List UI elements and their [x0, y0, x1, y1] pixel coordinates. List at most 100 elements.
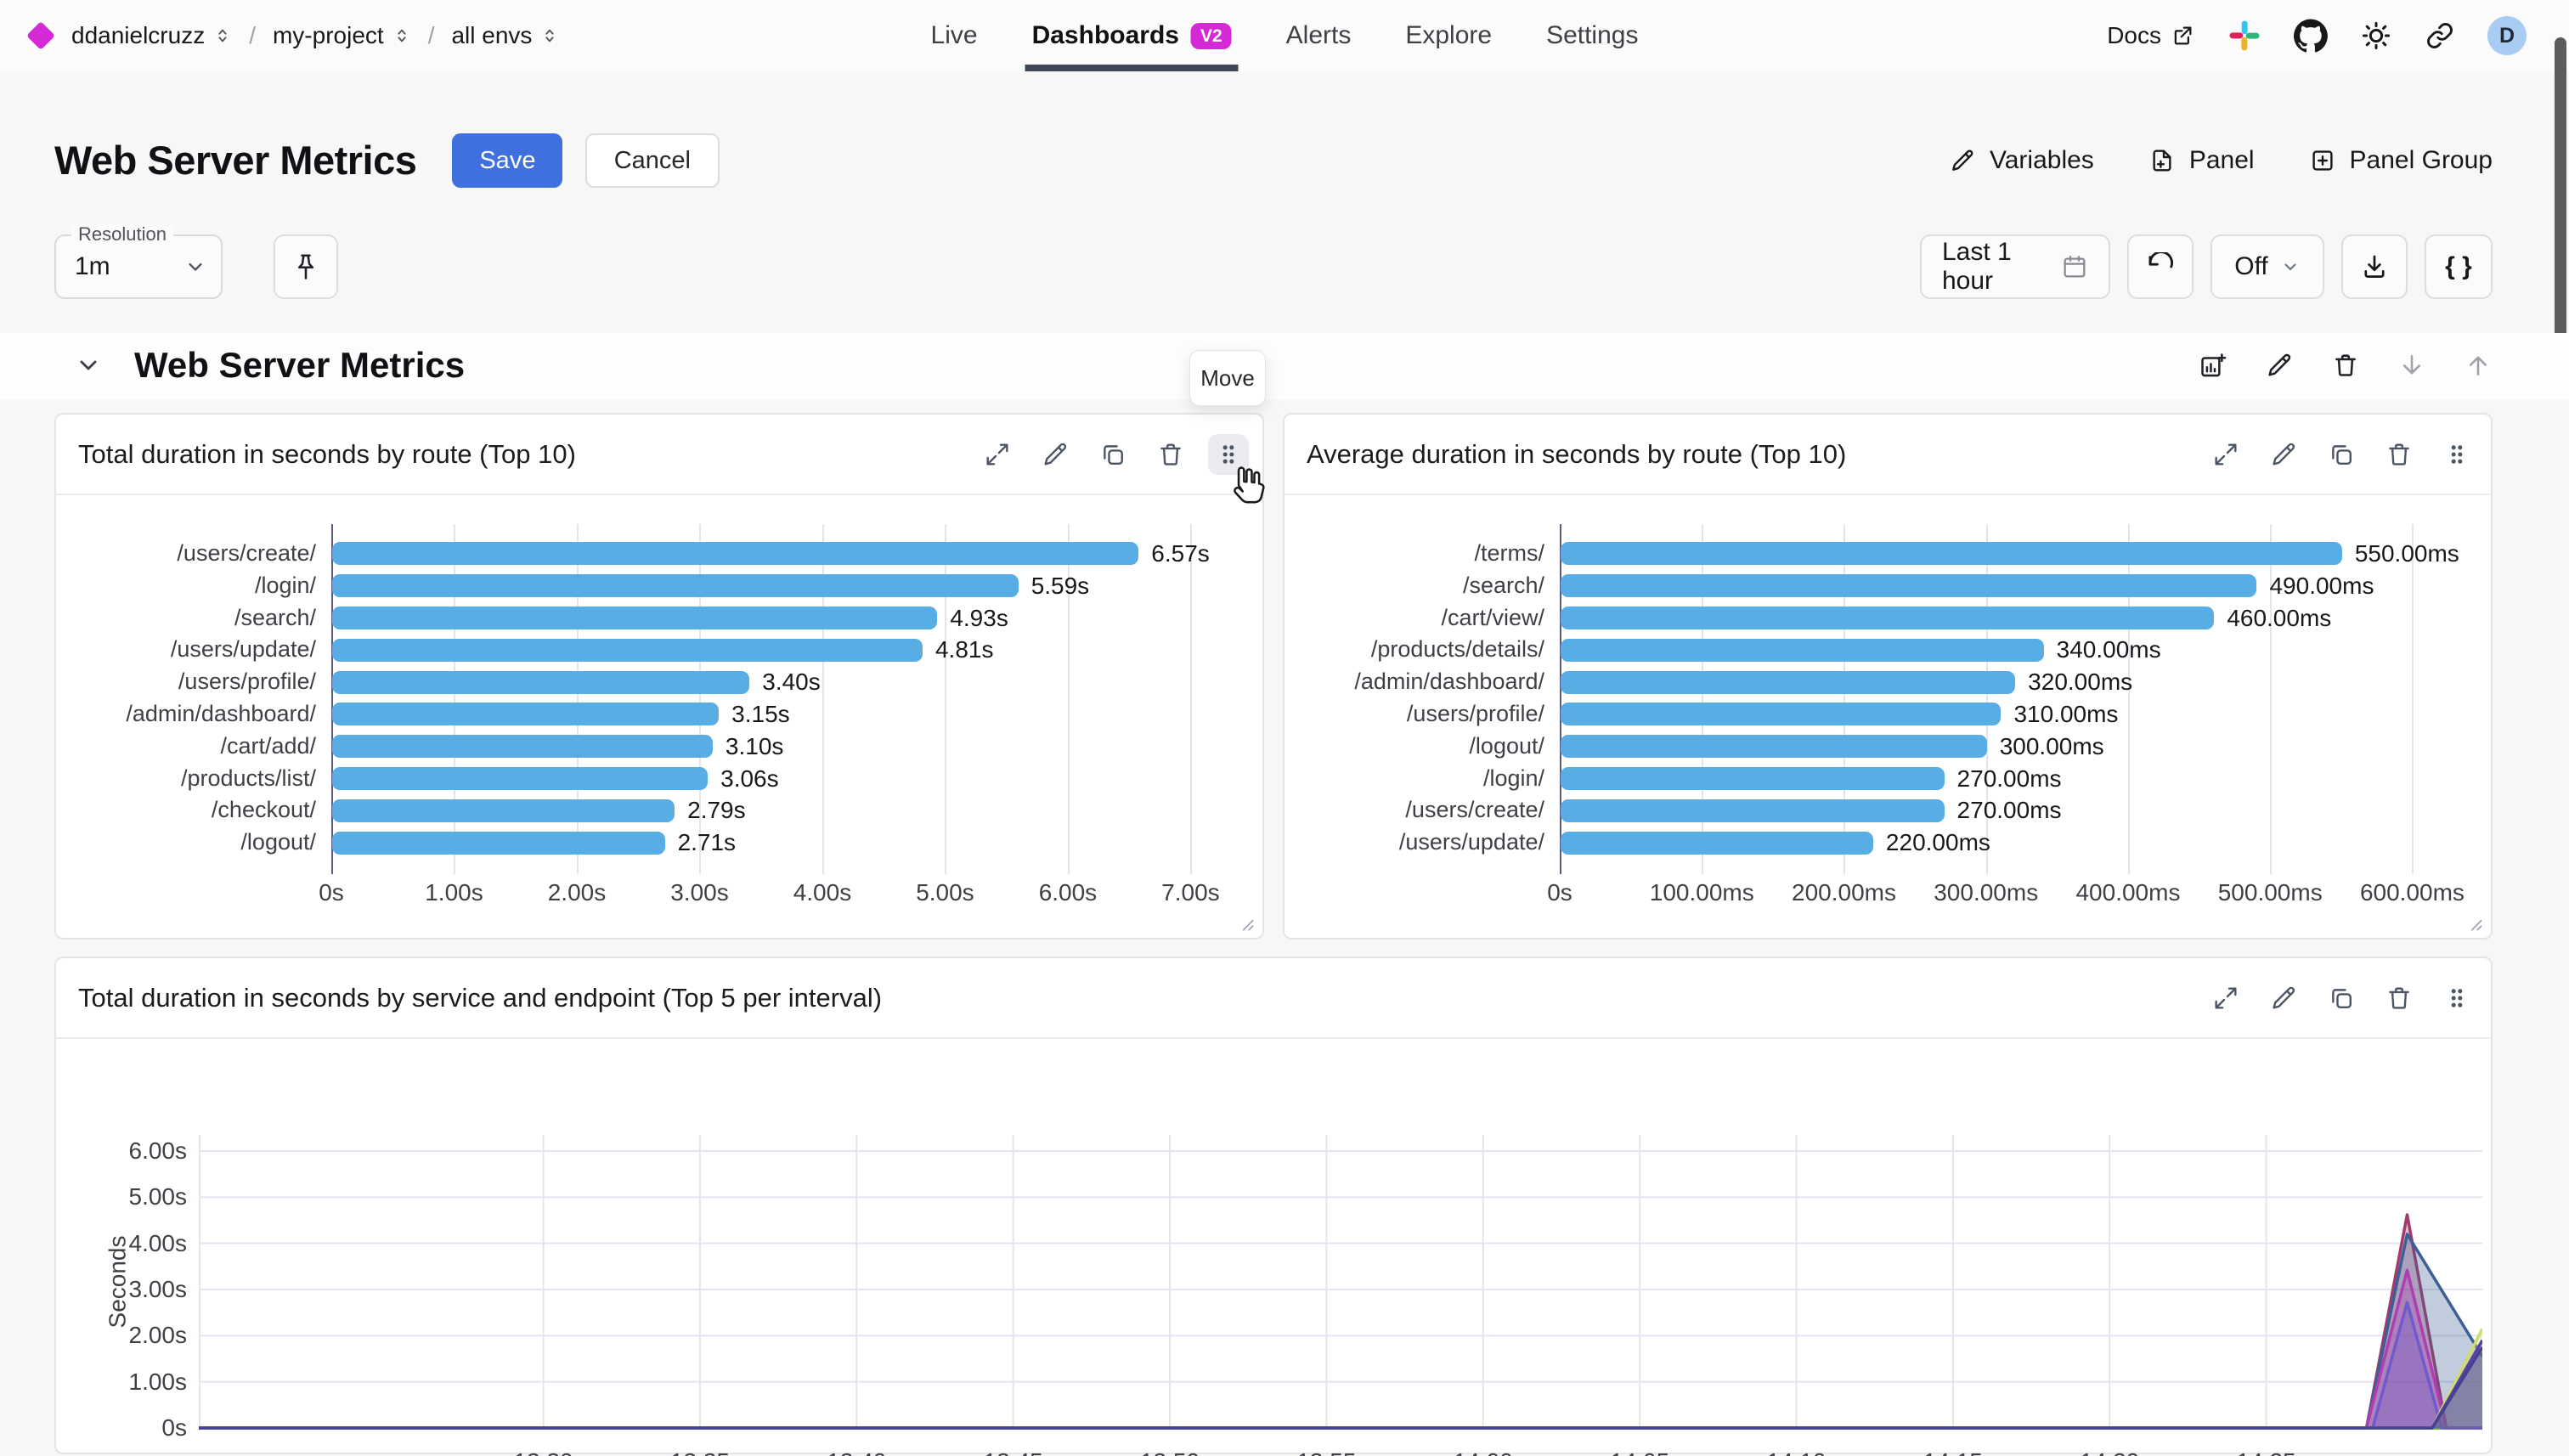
- gridline: [1067, 524, 1070, 874]
- nav-tab-explore[interactable]: Explore: [1403, 0, 1493, 71]
- page-header: Web Server Metrics Save Cancel Variables…: [54, 126, 2493, 195]
- nav-tab-settings[interactable]: Settings: [1544, 0, 1640, 71]
- bar-chart: 0s 100.00ms 200.00ms 300.00ms 400.00ms 500.00…: [1284, 495, 2491, 940]
- bar[interactable]: [1561, 574, 2257, 598]
- y-axis-line: [1560, 524, 1561, 874]
- duplicate-panel-button[interactable]: [2321, 978, 2362, 1019]
- avatar[interactable]: D: [2487, 16, 2527, 55]
- bar[interactable]: [1561, 670, 2016, 694]
- panel-header: Total duration in seconds by route (Top …: [56, 415, 1265, 504]
- expand-panel-button[interactable]: [2205, 978, 2246, 1019]
- y-tick-label: 5.00s: [128, 1183, 188, 1211]
- bar-value-label: 4.93s: [950, 604, 1008, 631]
- area-chart: 0s 1.00s 2.00s 3.00s 4.00s 5.00s 6.00s Seconds 1…: [56, 1039, 2491, 1456]
- bar[interactable]: [1561, 607, 2215, 629]
- auto-refresh-select[interactable]: Off: [2210, 234, 2324, 299]
- resolution-select[interactable]: Resolution 1m: [54, 223, 223, 299]
- bar[interactable]: [1561, 799, 1945, 822]
- chevron-up-down-icon[interactable]: [540, 26, 559, 45]
- bar[interactable]: [332, 607, 938, 629]
- area-chart-plot[interactable]: [199, 1135, 2482, 1431]
- slack-icon[interactable]: [2227, 19, 2261, 53]
- bar-value-label: 490.00ms: [2269, 572, 2374, 599]
- panel-duration-by-service-endpoint: Total duration in seconds by service and…: [54, 957, 2493, 1456]
- chevron-up-down-icon[interactable]: [213, 26, 232, 45]
- add-panel-button[interactable]: [2199, 351, 2227, 380]
- x-tick-label: 5.00s: [916, 879, 974, 906]
- resize-handle-icon[interactable]: [2464, 912, 2486, 934]
- panel-group-button[interactable]: Panel Group: [2309, 146, 2493, 175]
- bar-value-label: 340.00ms: [2056, 636, 2161, 663]
- breadcrumb-org[interactable]: ddanielcruzz: [71, 22, 206, 48]
- bar[interactable]: [1561, 638, 2044, 662]
- duplicate-panel-button[interactable]: [1093, 434, 1133, 475]
- expand-panel-button[interactable]: [977, 434, 1018, 475]
- panel-button[interactable]: Panel: [2148, 146, 2255, 175]
- bar[interactable]: [1561, 703, 2002, 726]
- breadcrumb-project[interactable]: my-project: [272, 22, 384, 48]
- bar[interactable]: [1561, 735, 1987, 759]
- bar-value-label: 270.00ms: [1956, 765, 2062, 792]
- x-tick-label: 14:25: [2216, 1448, 2318, 1456]
- edit-panel-button[interactable]: [2263, 434, 2304, 475]
- x-tick-label: 13:55: [1275, 1448, 1377, 1456]
- collapse-chevron-icon[interactable]: [75, 352, 102, 379]
- nav-tab-alerts[interactable]: Alerts: [1284, 0, 1353, 71]
- edit-panel-button[interactable]: [2263, 978, 2304, 1019]
- gridline: [576, 524, 579, 874]
- delete-panel-button[interactable]: [1150, 434, 1191, 475]
- bar-category-label: /users/profile/: [1406, 700, 1544, 726]
- x-tick-label: 14:15: [1902, 1448, 2004, 1456]
- save-button[interactable]: Save: [452, 133, 563, 188]
- drag-panel-handle[interactable]: [2436, 434, 2477, 475]
- share-link-icon[interactable]: [2425, 20, 2455, 51]
- bar[interactable]: [1561, 767, 1945, 790]
- delete-panel-button[interactable]: [2379, 978, 2419, 1019]
- drag-panel-handle[interactable]: [1208, 433, 1249, 475]
- github-icon[interactable]: [2294, 19, 2328, 53]
- bar[interactable]: [1561, 831, 1873, 855]
- bar[interactable]: [332, 638, 923, 662]
- bar[interactable]: [332, 799, 675, 822]
- time-range-button[interactable]: Last 1 hour: [1920, 234, 2110, 299]
- bar[interactable]: [332, 670, 750, 694]
- variables-button[interactable]: Variables: [1949, 146, 2094, 175]
- bar[interactable]: [332, 574, 1019, 598]
- download-button[interactable]: [2341, 234, 2408, 299]
- chevron-up-down-icon[interactable]: [392, 26, 411, 45]
- pin-button[interactable]: [274, 234, 338, 299]
- duplicate-panel-button[interactable]: [2321, 434, 2362, 475]
- bar[interactable]: [332, 542, 1139, 566]
- move-group-up-button[interactable]: [2464, 351, 2493, 380]
- nav-tab-dashboards[interactable]: Dashboards V2: [1025, 0, 1239, 71]
- bar-value-label: 550.00ms: [2354, 539, 2459, 567]
- bar-value-label: 460.00ms: [2227, 604, 2332, 631]
- resize-handle-icon[interactable]: [1235, 912, 1257, 934]
- json-view-button[interactable]: { }: [2425, 234, 2493, 299]
- breadcrumb-separator: /: [249, 22, 256, 48]
- bar[interactable]: [332, 703, 720, 726]
- bar[interactable]: [332, 767, 709, 790]
- breadcrumb-env[interactable]: all envs: [451, 22, 533, 48]
- panel-title: Total duration in seconds by route (Top …: [78, 439, 576, 469]
- refresh-button[interactable]: [2127, 234, 2194, 299]
- edit-group-button[interactable]: [2265, 351, 2294, 380]
- bar[interactable]: [332, 735, 713, 759]
- bar-value-label: 2.79s: [687, 797, 746, 824]
- page-scrollbar[interactable]: [2555, 37, 2566, 369]
- delete-panel-button[interactable]: [2379, 434, 2419, 475]
- bar-category-label: /users/profile/: [178, 669, 316, 695]
- edit-panel-button[interactable]: [1035, 434, 1076, 475]
- expand-panel-button[interactable]: [2205, 434, 2246, 475]
- bar[interactable]: [332, 831, 665, 855]
- docs-link[interactable]: Docs: [2107, 22, 2195, 49]
- panel-group-strip: [0, 333, 2569, 399]
- cancel-button[interactable]: Cancel: [584, 133, 720, 188]
- delete-group-button[interactable]: [2331, 351, 2360, 380]
- theme-toggle-sun-icon[interactable]: [2360, 20, 2392, 52]
- bar[interactable]: [1561, 542, 2342, 566]
- nav-tab-live[interactable]: Live: [929, 0, 980, 71]
- drag-panel-handle[interactable]: [2436, 978, 2477, 1019]
- braces-label: { }: [2445, 252, 2472, 280]
- move-group-down-button[interactable]: [2397, 351, 2426, 380]
